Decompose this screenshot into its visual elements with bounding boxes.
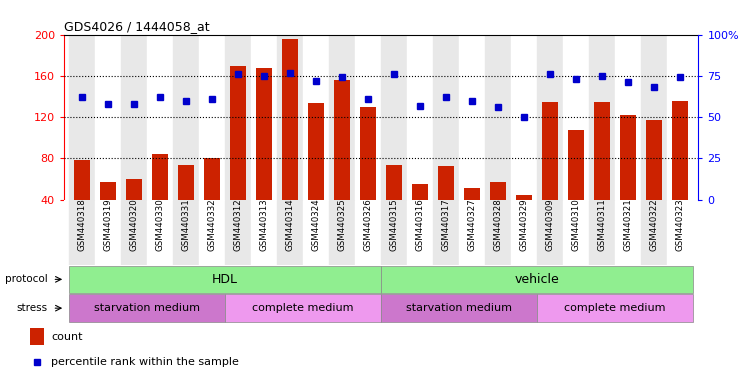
Bar: [433, 35, 459, 200]
Bar: [641, 200, 667, 265]
Text: complete medium: complete medium: [252, 303, 354, 313]
Bar: [537, 295, 693, 322]
Bar: [459, 200, 485, 265]
Bar: [147, 35, 173, 200]
Bar: [329, 200, 355, 265]
Text: vehicle: vehicle: [514, 273, 559, 286]
Bar: [334, 80, 350, 241]
Bar: [615, 200, 641, 265]
Bar: [121, 200, 147, 265]
Bar: [641, 35, 667, 200]
Bar: [615, 35, 641, 200]
Bar: [95, 200, 121, 265]
Bar: [100, 182, 116, 241]
Bar: [569, 129, 584, 241]
Bar: [173, 200, 199, 265]
Text: stress: stress: [17, 303, 48, 313]
Text: starvation medium: starvation medium: [406, 303, 512, 313]
Bar: [382, 35, 407, 200]
Text: starvation medium: starvation medium: [94, 303, 200, 313]
Bar: [147, 200, 173, 265]
Bar: [303, 200, 329, 265]
Text: HDL: HDL: [212, 273, 238, 286]
Bar: [459, 35, 485, 200]
Bar: [225, 200, 251, 265]
Text: count: count: [51, 331, 83, 341]
Bar: [542, 102, 558, 241]
Bar: [360, 107, 376, 241]
Bar: [485, 200, 511, 265]
Bar: [647, 120, 662, 241]
Bar: [517, 195, 532, 241]
Bar: [563, 200, 590, 265]
Bar: [69, 266, 382, 293]
Bar: [152, 154, 168, 241]
Bar: [256, 68, 272, 241]
Bar: [251, 35, 277, 200]
Text: complete medium: complete medium: [565, 303, 666, 313]
Text: GDS4026 / 1444058_at: GDS4026 / 1444058_at: [64, 20, 210, 33]
Bar: [537, 35, 563, 200]
Bar: [225, 35, 251, 200]
Bar: [355, 35, 382, 200]
Bar: [511, 35, 537, 200]
Bar: [433, 200, 459, 265]
Bar: [309, 103, 324, 241]
Bar: [537, 200, 563, 265]
Bar: [225, 295, 382, 322]
Bar: [121, 35, 147, 200]
Bar: [382, 295, 537, 322]
Bar: [329, 35, 355, 200]
Bar: [590, 200, 615, 265]
Bar: [95, 35, 121, 200]
Bar: [490, 182, 506, 241]
Bar: [590, 35, 615, 200]
Bar: [382, 200, 407, 265]
Bar: [178, 165, 194, 241]
Bar: [30, 328, 44, 345]
Bar: [173, 35, 199, 200]
Bar: [303, 35, 329, 200]
Bar: [277, 200, 303, 265]
Bar: [407, 35, 433, 200]
Bar: [282, 39, 298, 241]
Bar: [251, 200, 277, 265]
Bar: [355, 200, 382, 265]
Bar: [485, 35, 511, 200]
Bar: [667, 35, 693, 200]
Bar: [511, 200, 537, 265]
Bar: [69, 295, 225, 322]
Text: percentile rank within the sample: percentile rank within the sample: [51, 358, 239, 367]
Bar: [407, 200, 433, 265]
Bar: [439, 166, 454, 241]
Bar: [69, 35, 95, 200]
Bar: [672, 101, 688, 241]
Bar: [204, 158, 220, 241]
Bar: [667, 200, 693, 265]
Text: protocol: protocol: [5, 274, 48, 285]
Bar: [464, 188, 480, 241]
Bar: [386, 165, 402, 241]
Bar: [199, 200, 225, 265]
Bar: [382, 266, 693, 293]
Bar: [74, 161, 90, 241]
Bar: [594, 102, 610, 241]
Bar: [277, 35, 303, 200]
Bar: [231, 66, 246, 241]
Bar: [199, 35, 225, 200]
Bar: [69, 200, 95, 265]
Bar: [620, 115, 636, 241]
Bar: [126, 179, 142, 241]
Bar: [412, 184, 428, 241]
Bar: [563, 35, 590, 200]
